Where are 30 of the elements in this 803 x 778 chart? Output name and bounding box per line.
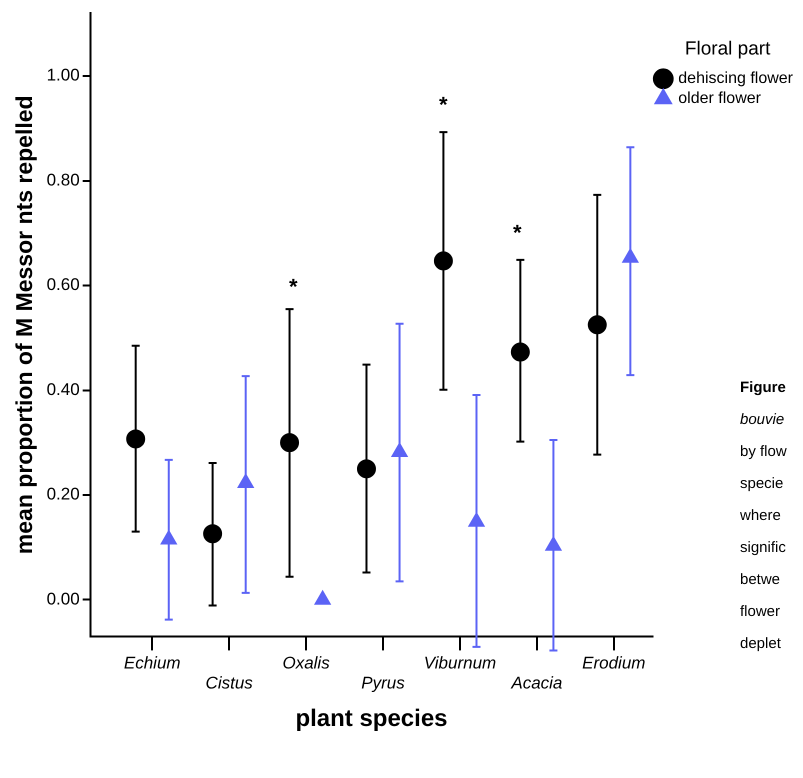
text: signific: [740, 538, 787, 558]
text: specie: [740, 474, 784, 494]
x-tick-label: Oxalis: [282, 653, 330, 672]
legend-title: Floral part: [684, 38, 772, 60]
legend-label: older flower: [678, 90, 762, 108]
text: deplet: [740, 634, 782, 654]
legend-label: dehiscing flower: [678, 70, 794, 88]
y-tick-label: 0.80: [46, 170, 80, 190]
annotation: *: [439, 92, 448, 117]
x-tick-label: Pyrus: [361, 674, 406, 693]
y-axis-title: mean proportion of M Messor nts repelled: [11, 95, 38, 554]
x-tick-label: Viburnum: [424, 653, 496, 672]
y-tick-label: 1.00: [46, 66, 80, 85]
text: flower: [740, 602, 782, 622]
y-tick-label: 0.60: [46, 275, 80, 294]
text: by flow: [740, 442, 787, 462]
y-tick-label: 0.00: [46, 589, 80, 608]
x-tick-label: Cistus: [206, 674, 254, 693]
text: Figure: [740, 378, 787, 398]
x-tick-label: Erodium: [582, 653, 646, 672]
x-axis-title: plant species: [295, 705, 448, 732]
x-tick-label: Echium: [124, 653, 181, 672]
annotation: *: [513, 220, 522, 245]
y-tick-label: 0.20: [46, 484, 80, 504]
annotation: *: [289, 274, 298, 299]
text: bouvie: [740, 410, 786, 430]
text: betwe: [740, 570, 782, 590]
y-tick-label: 0.40: [46, 380, 80, 399]
text: where: [740, 506, 782, 526]
x-tick-label: Acacia: [510, 674, 562, 693]
